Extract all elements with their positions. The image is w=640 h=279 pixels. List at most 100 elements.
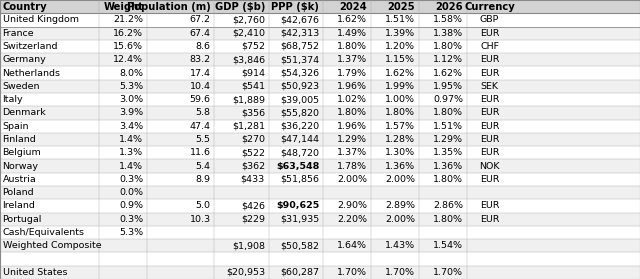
Text: PPP ($k): PPP ($k) — [271, 2, 319, 12]
Text: Germany: Germany — [3, 55, 46, 64]
Text: $60,287: $60,287 — [280, 268, 319, 277]
Text: 1.51%: 1.51% — [385, 15, 415, 25]
Text: 1.80%: 1.80% — [433, 109, 463, 117]
FancyBboxPatch shape — [0, 173, 640, 186]
Text: 3.9%: 3.9% — [119, 109, 143, 117]
FancyBboxPatch shape — [0, 199, 640, 213]
Text: EUR: EUR — [480, 69, 499, 78]
Text: 1.80%: 1.80% — [337, 109, 367, 117]
Text: 1.58%: 1.58% — [433, 15, 463, 25]
Text: Poland: Poland — [3, 188, 34, 197]
Text: 1.95%: 1.95% — [433, 82, 463, 91]
Text: 2.89%: 2.89% — [385, 201, 415, 210]
Text: 1.36%: 1.36% — [385, 162, 415, 170]
Text: EUR: EUR — [480, 95, 499, 104]
Text: 1.38%: 1.38% — [433, 29, 463, 38]
FancyBboxPatch shape — [0, 159, 640, 173]
Text: 1.79%: 1.79% — [337, 69, 367, 78]
Text: 2.00%: 2.00% — [337, 175, 367, 184]
Text: Switzerland: Switzerland — [3, 42, 58, 51]
Text: Portugal: Portugal — [3, 215, 42, 224]
Text: Denmark: Denmark — [3, 109, 46, 117]
Text: EUR: EUR — [480, 135, 499, 144]
FancyBboxPatch shape — [0, 13, 640, 27]
Text: Weight: Weight — [103, 2, 143, 12]
Text: EUR: EUR — [480, 29, 499, 38]
Text: 1.4%: 1.4% — [119, 162, 143, 170]
Text: $31,935: $31,935 — [280, 215, 319, 224]
FancyBboxPatch shape — [0, 213, 640, 226]
FancyBboxPatch shape — [0, 252, 640, 266]
Text: Italy: Italy — [3, 95, 23, 104]
Text: 1.12%: 1.12% — [433, 55, 463, 64]
Text: 1.80%: 1.80% — [433, 42, 463, 51]
Text: EUR: EUR — [480, 148, 499, 157]
Text: CHF: CHF — [480, 42, 499, 51]
FancyBboxPatch shape — [0, 106, 640, 120]
Text: 47.4: 47.4 — [189, 122, 211, 131]
Text: Currency: Currency — [464, 2, 515, 12]
Text: 1.00%: 1.00% — [385, 95, 415, 104]
Text: Ireland: Ireland — [3, 201, 35, 210]
Text: SEK: SEK — [481, 82, 499, 91]
Text: 1.80%: 1.80% — [337, 42, 367, 51]
Text: EUR: EUR — [480, 201, 499, 210]
Text: $48,720: $48,720 — [280, 148, 319, 157]
Text: 11.6: 11.6 — [189, 148, 211, 157]
Text: $20,953: $20,953 — [226, 268, 265, 277]
Text: $50,923: $50,923 — [280, 82, 319, 91]
Text: 1.57%: 1.57% — [385, 122, 415, 131]
Text: Austria: Austria — [3, 175, 36, 184]
Text: Cash/Equivalents: Cash/Equivalents — [3, 228, 84, 237]
Text: $39,005: $39,005 — [280, 95, 319, 104]
FancyBboxPatch shape — [0, 66, 640, 80]
FancyBboxPatch shape — [0, 40, 640, 53]
Text: 3.0%: 3.0% — [119, 95, 143, 104]
Text: $63,548: $63,548 — [276, 162, 319, 170]
Text: Weighted Composite: Weighted Composite — [3, 241, 101, 250]
Text: $50,582: $50,582 — [280, 241, 319, 250]
Text: $2,760: $2,760 — [232, 15, 265, 25]
Text: 2026: 2026 — [436, 2, 463, 12]
Text: 1.62%: 1.62% — [433, 69, 463, 78]
Text: $42,313: $42,313 — [280, 29, 319, 38]
FancyBboxPatch shape — [0, 53, 640, 66]
Text: $55,820: $55,820 — [280, 109, 319, 117]
Text: 1.3%: 1.3% — [119, 148, 143, 157]
FancyBboxPatch shape — [0, 146, 640, 159]
Text: 67.2: 67.2 — [189, 15, 211, 25]
Text: 21.2%: 21.2% — [113, 15, 143, 25]
Text: 5.3%: 5.3% — [119, 228, 143, 237]
Text: 8.9: 8.9 — [196, 175, 211, 184]
Text: EUR: EUR — [480, 109, 499, 117]
Text: 1.96%: 1.96% — [337, 122, 367, 131]
Text: $1,889: $1,889 — [232, 95, 265, 104]
Text: 1.78%: 1.78% — [337, 162, 367, 170]
Text: 59.6: 59.6 — [189, 95, 211, 104]
Text: EUR: EUR — [480, 215, 499, 224]
Text: 0.0%: 0.0% — [119, 188, 143, 197]
Text: 2.20%: 2.20% — [337, 215, 367, 224]
Text: $2,410: $2,410 — [232, 29, 265, 38]
FancyBboxPatch shape — [0, 186, 640, 199]
Text: 1.99%: 1.99% — [385, 82, 415, 91]
Text: $433: $433 — [241, 175, 265, 184]
Text: 1.39%: 1.39% — [385, 29, 415, 38]
Text: $68,752: $68,752 — [280, 42, 319, 51]
Text: 1.36%: 1.36% — [433, 162, 463, 170]
Text: 1.70%: 1.70% — [385, 268, 415, 277]
Text: 1.96%: 1.96% — [337, 82, 367, 91]
Text: 5.8: 5.8 — [196, 109, 211, 117]
Text: Belgium: Belgium — [3, 148, 42, 157]
Text: 1.49%: 1.49% — [337, 29, 367, 38]
Text: $914: $914 — [241, 69, 265, 78]
Text: Netherlands: Netherlands — [3, 69, 61, 78]
Text: $362: $362 — [241, 162, 265, 170]
Text: 3.4%: 3.4% — [119, 122, 143, 131]
Text: 15.6%: 15.6% — [113, 42, 143, 51]
Text: 1.28%: 1.28% — [385, 135, 415, 144]
Text: 83.2: 83.2 — [189, 55, 211, 64]
Text: 1.29%: 1.29% — [433, 135, 463, 144]
Text: GBP: GBP — [480, 15, 499, 25]
Text: Finland: Finland — [3, 135, 36, 144]
